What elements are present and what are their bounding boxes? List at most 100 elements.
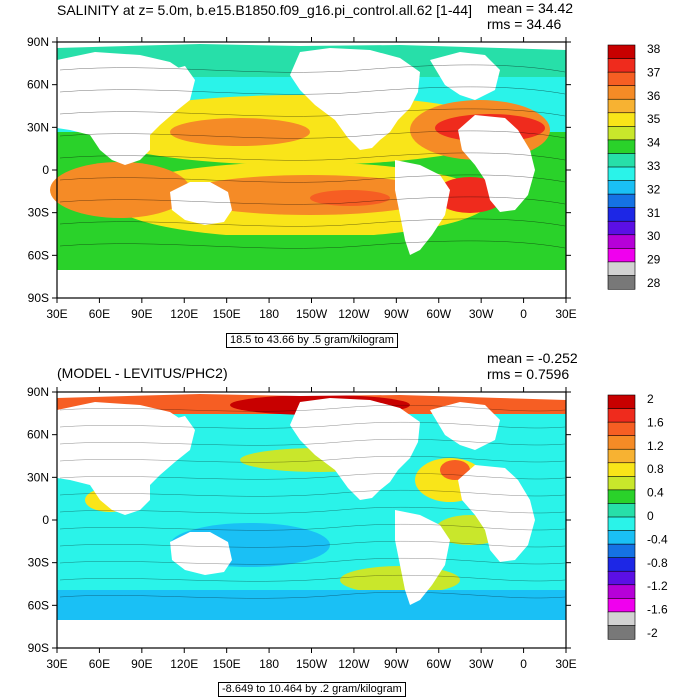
colorbar-swatch — [607, 220, 636, 236]
colorbar-label: -0.4 — [647, 532, 668, 546]
colorbar-swatch — [607, 180, 636, 195]
colorbar-label: 31 — [647, 206, 661, 220]
lat-tick-label: 30S — [28, 206, 49, 220]
colorbar-swatch — [607, 85, 636, 100]
lon-tick-label: 180 — [259, 657, 279, 671]
lon-tick-label: 30E — [555, 657, 576, 671]
lon-tick-label: 60E — [89, 657, 110, 671]
lon-tick-label: 90W — [384, 307, 409, 321]
lon-tick-label: 30W — [469, 657, 494, 671]
colorbar-swatch — [607, 516, 636, 532]
map-axes: 90N 60N 30N 0 30S 60S 90S 30E 60E 90E 120E 150E 180 1… — [27, 35, 577, 321]
colorbar-label: 2 — [647, 392, 654, 406]
colorbar-label: 0.4 — [647, 486, 664, 500]
lat-tick-label: 30N — [27, 470, 49, 484]
colorbar-swatch — [607, 503, 636, 518]
lon-tick-label: 120E — [170, 657, 198, 671]
lat-tick-label: 60N — [27, 78, 49, 92]
lat-tick-label: 60S — [28, 598, 49, 612]
lon-tick-label: 0 — [520, 657, 527, 671]
lon-tick-label: 60W — [426, 657, 451, 671]
colorbar-label: 1.2 — [647, 439, 664, 453]
lat-tick-label: 0 — [42, 163, 49, 177]
colorbar: 2 1.6 1.2 0.8 0.4 0 -0.4 -0.8 -1.2 -1.6 -2 — [607, 392, 668, 640]
lat-tick-label: 30S — [28, 556, 49, 570]
difference-map: 90N 60N 30N 0 30S 60S 90S 30E 60E 90E 120E 150E 180 1… — [27, 385, 668, 671]
panel-title: (MODEL - LEVITUS/PHC2) — [57, 365, 228, 381]
lon-tick-label: 120W — [338, 307, 370, 321]
colorbar-swatch — [607, 625, 636, 640]
colorbar: 38 37 36 35 34 33 32 31 30 29 28 — [607, 42, 661, 290]
lon-tick-label: 60W — [426, 307, 451, 321]
map-axes: 90N 60N 30N 0 30S 60S 90S 30E 60E 90E 120E 150E 180 1… — [27, 385, 577, 671]
colorbar-swatch — [607, 476, 636, 491]
lon-tick-label: 150E — [213, 307, 241, 321]
lon-tick-label: 90E — [131, 307, 152, 321]
colorbar-label: 32 — [647, 182, 661, 196]
lon-tick-label: 30E — [46, 307, 67, 321]
colorbar-label: 37 — [647, 65, 661, 79]
lat-tick-label: 60N — [27, 428, 49, 442]
colorbar-swatch — [607, 448, 636, 464]
colorbar-label: 0 — [647, 509, 654, 523]
lon-tick-label: 180 — [259, 307, 279, 321]
colorbar-label: -2 — [647, 626, 658, 640]
contour-info-box: -8.649 to 10.464 by .2 gram/kilogram — [218, 682, 406, 697]
contour-info-box: 18.5 to 43.66 by .5 gram/kilogram — [226, 333, 398, 348]
mean-stat: mean = 34.42 — [487, 0, 574, 16]
lon-tick-label: 150W — [296, 307, 328, 321]
lon-tick-label: 90E — [131, 657, 152, 671]
colorbar-swatch — [607, 462, 636, 477]
colorbar-swatch — [607, 126, 636, 141]
colorbar-label: 29 — [647, 253, 661, 267]
colorbar-swatch — [607, 207, 636, 222]
lon-tick-label: 120W — [338, 657, 370, 671]
lat-tick-label: 90S — [28, 291, 49, 305]
colorbar-swatch — [607, 584, 636, 599]
lon-tick-label: 60E — [89, 307, 110, 321]
lon-tick-label: 90W — [384, 657, 409, 671]
colorbar-swatch — [607, 421, 636, 437]
colorbar-label: -0.8 — [647, 556, 668, 570]
colorbar-swatch — [607, 394, 636, 410]
colorbar-swatch — [607, 112, 636, 127]
map-field — [50, 42, 566, 298]
colorbar-label: 34 — [647, 136, 661, 150]
lon-tick-label: 0 — [520, 307, 527, 321]
colorbar-label: 28 — [647, 276, 661, 290]
lon-tick-label: 30E — [555, 307, 576, 321]
lon-tick-label: 30E — [46, 657, 67, 671]
lat-tick-label: 90N — [27, 385, 49, 399]
colorbar-swatch — [607, 98, 636, 114]
colorbar-swatch — [607, 598, 636, 613]
colorbar-label: 38 — [647, 42, 661, 56]
colorbar-swatch — [607, 139, 636, 155]
rms-stat: rms = 34.46 — [487, 16, 562, 32]
colorbar-swatch — [607, 71, 636, 87]
lat-tick-label: 30N — [27, 120, 49, 134]
colorbar-swatch — [607, 58, 636, 73]
colorbar-swatch — [607, 611, 636, 627]
colorbar-swatch — [607, 489, 636, 505]
difference-panel: (MODEL - LEVITUS/PHC2) mean = -0.252 rms… — [0, 350, 700, 700]
colorbar-swatch — [607, 435, 636, 450]
colorbar-label: 0.8 — [647, 462, 664, 476]
colorbar-label: 33 — [647, 159, 661, 173]
colorbar-label: -1.6 — [647, 603, 668, 617]
colorbar-swatch — [607, 570, 636, 586]
lon-tick-label: 150E — [213, 657, 241, 671]
colorbar-swatch — [607, 193, 636, 209]
colorbar-swatch — [607, 234, 636, 249]
lat-tick-label: 60S — [28, 248, 49, 262]
colorbar-label: -1.2 — [647, 579, 668, 593]
lon-tick-label: 150W — [296, 657, 328, 671]
colorbar-swatch — [607, 275, 636, 290]
colorbar-swatch — [607, 530, 636, 545]
salinity-map: 90N 60N 30N 0 30S 60S 90S 30E 60E 90E 120E 150E 180 1… — [27, 35, 661, 321]
lat-tick-label: 90S — [28, 641, 49, 655]
colorbar-swatch — [607, 261, 636, 277]
lon-tick-label: 30W — [469, 307, 494, 321]
lat-tick-label: 90N — [27, 35, 49, 49]
colorbar-swatch — [607, 166, 636, 182]
mean-stat: mean = -0.252 — [487, 350, 578, 366]
